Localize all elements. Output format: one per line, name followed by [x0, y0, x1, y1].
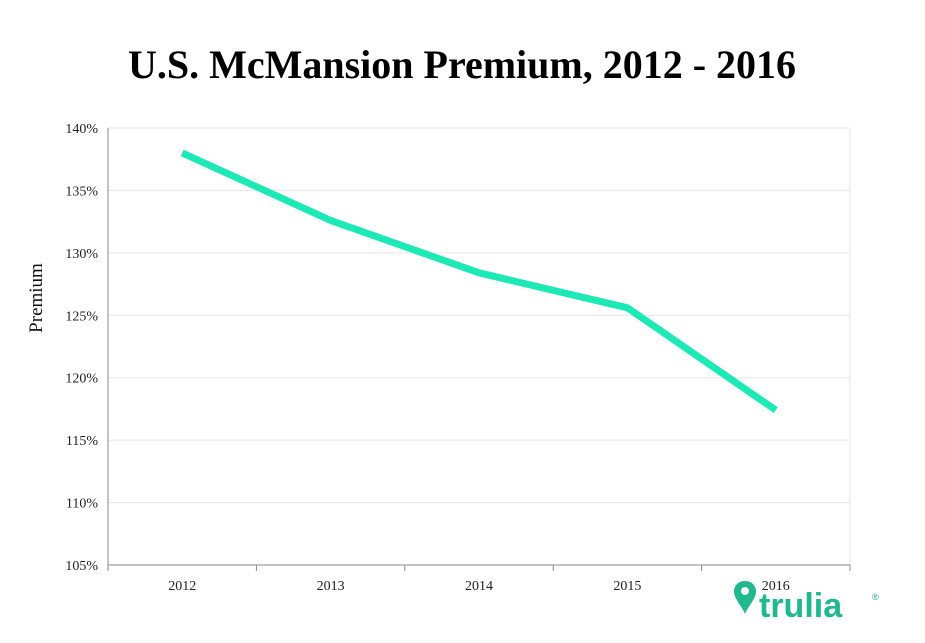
x-tick-label: 2012 — [168, 579, 196, 594]
chart-title: U.S. McMansion Premium, 2012 - 2016 — [128, 42, 796, 87]
x-tick-label: 2016 — [762, 579, 790, 594]
y-tick-label: 140% — [65, 122, 98, 137]
y-tick-label: 130% — [65, 247, 98, 262]
map-pin-icon — [734, 581, 756, 614]
gridlines — [108, 127, 851, 566]
axes — [107, 128, 851, 571]
trulia-logo: trulia ® — [734, 581, 879, 625]
x-tick-label: 2014 — [465, 579, 493, 594]
x-tick-labels: 2012 2013 2014 2015 2016 — [168, 579, 790, 594]
y-tick-label: 110% — [66, 497, 98, 512]
y-tick-label: 135% — [65, 184, 98, 199]
y-axis-label: Premium — [26, 263, 47, 333]
y-tick-label: 125% — [65, 309, 98, 324]
series-layer — [180, 149, 778, 414]
y-tick-label: 105% — [65, 559, 98, 574]
y-tick-labels: 105% 110% 115% 120% 125% 130% 135% 140% — [65, 122, 98, 574]
x-tick-label: 2013 — [317, 579, 345, 594]
y-tick-label: 115% — [66, 434, 98, 449]
registered-mark: ® — [872, 592, 879, 602]
x-tick-label: 2015 — [613, 579, 641, 594]
y-tick-label: 120% — [65, 372, 98, 387]
brand-name: trulia — [759, 587, 843, 625]
series-line — [180, 149, 778, 414]
